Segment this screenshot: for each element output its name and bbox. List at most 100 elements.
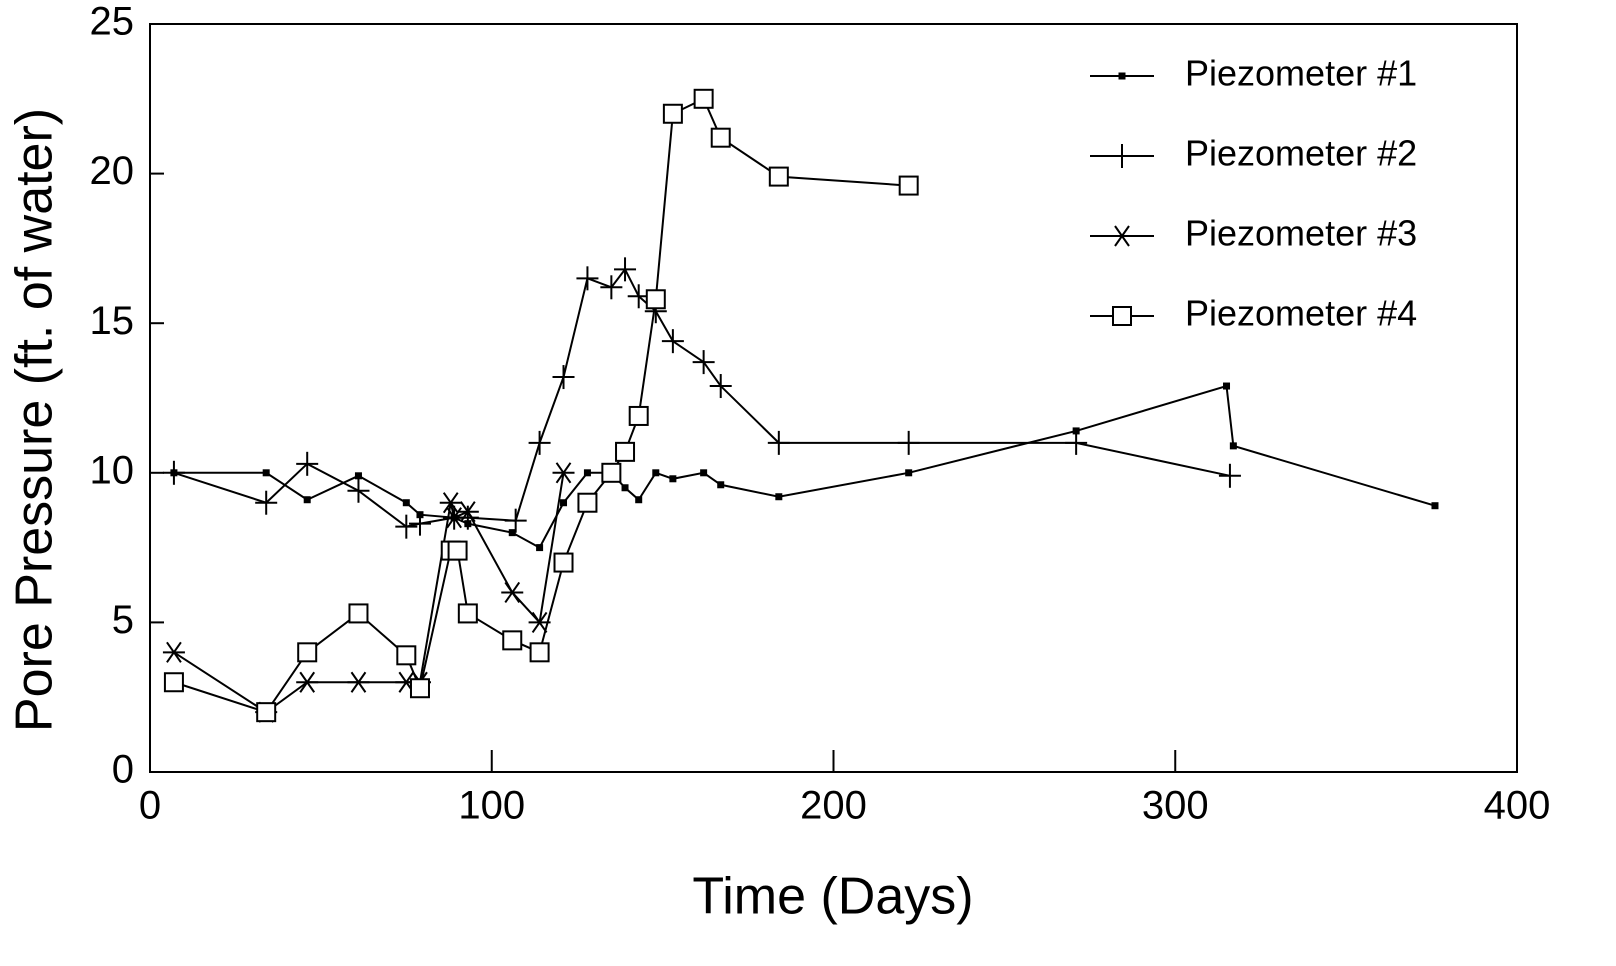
marker-shape	[536, 544, 544, 552]
marker	[447, 540, 468, 561]
marker-shape	[898, 175, 919, 196]
marker-shape	[303, 496, 311, 504]
series	[163, 88, 919, 723]
marker	[529, 642, 550, 663]
marker	[775, 493, 783, 501]
marker	[1431, 502, 1439, 510]
marker	[508, 529, 516, 537]
marker	[614, 257, 637, 282]
marker-shape	[628, 405, 649, 426]
marker	[536, 544, 544, 552]
marker-stroke	[350, 671, 367, 693]
y-tick-label: 25	[90, 0, 135, 44]
marker	[615, 441, 636, 462]
marker	[662, 103, 683, 124]
marker	[354, 472, 362, 480]
y-axis-title: Pore Pressure (ft. of water)	[6, 108, 64, 732]
marker-shape	[529, 642, 550, 663]
marker-shape	[583, 469, 591, 477]
x-tick-label: 200	[800, 784, 867, 828]
marker	[1223, 382, 1231, 390]
marker-shape	[700, 469, 708, 477]
marker-shape	[905, 469, 913, 477]
series-line	[173, 97, 909, 714]
marker	[408, 511, 431, 536]
legend-item: Piezometer #1	[1090, 53, 1417, 94]
legend-item: Piezometer #4	[1090, 293, 1417, 334]
y-tick-label: 5	[112, 598, 134, 642]
marker	[693, 88, 714, 109]
marker	[1229, 442, 1237, 450]
marker	[700, 469, 708, 477]
marker	[348, 603, 369, 624]
marker-shape	[768, 166, 789, 187]
marker	[628, 405, 649, 426]
marker	[456, 501, 479, 523]
series	[170, 382, 1439, 552]
marker	[163, 672, 184, 693]
marker	[303, 496, 311, 504]
marker	[767, 430, 790, 455]
marker	[262, 469, 270, 477]
marker	[296, 451, 319, 476]
marker	[1112, 306, 1132, 326]
marker	[692, 350, 715, 375]
marker	[621, 484, 629, 492]
marker	[601, 462, 622, 483]
marker-shape	[1431, 502, 1439, 510]
marker	[552, 462, 575, 484]
legend-text: Piezometer #3	[1185, 213, 1417, 254]
marker	[583, 469, 591, 477]
marker-shape	[508, 529, 516, 537]
marker	[552, 365, 575, 390]
marker	[1218, 463, 1241, 488]
marker-shape	[710, 127, 731, 148]
marker	[576, 266, 599, 291]
marker	[501, 581, 524, 604]
marker-stroke	[460, 501, 476, 523]
legend-text: Piezometer #1	[1185, 53, 1417, 94]
y-tick-label: 10	[90, 448, 135, 492]
marker-shape	[693, 88, 714, 109]
marker	[717, 481, 725, 489]
x-tick-label: 0	[139, 784, 161, 828]
marker-stroke	[531, 611, 548, 633]
marker-shape	[775, 493, 783, 501]
marker-shape	[635, 496, 643, 504]
marker	[669, 475, 677, 483]
marker-shape	[447, 540, 468, 561]
series	[162, 462, 575, 723]
marker-shape	[1229, 442, 1237, 450]
marker	[395, 514, 418, 539]
marker-stroke	[1114, 225, 1130, 247]
marker-shape	[348, 603, 369, 624]
marker-shape	[409, 678, 430, 699]
marker-shape	[652, 469, 660, 477]
marker	[661, 329, 684, 354]
marker	[768, 166, 789, 187]
marker	[439, 492, 462, 514]
marker	[402, 499, 410, 507]
x-tick-label: 300	[1142, 784, 1209, 828]
marker	[457, 603, 478, 624]
marker	[296, 671, 319, 693]
marker	[898, 175, 919, 196]
marker	[297, 642, 318, 663]
marker-shape	[163, 672, 184, 693]
marker	[709, 374, 732, 399]
marker-stroke	[299, 671, 316, 693]
marker-shape	[621, 484, 629, 492]
marker-stroke	[504, 581, 521, 604]
y-tick-label: 0	[112, 748, 134, 792]
marker-shape	[297, 642, 318, 663]
marker-shape	[396, 645, 417, 666]
marker	[635, 496, 643, 504]
marker	[504, 508, 527, 533]
marker	[1065, 430, 1088, 455]
marker-shape	[354, 472, 362, 480]
marker	[162, 641, 185, 663]
legend-item: Piezometer #2	[1090, 133, 1417, 174]
x-axis-title: Time (Days)	[692, 868, 973, 926]
marker	[347, 671, 370, 693]
